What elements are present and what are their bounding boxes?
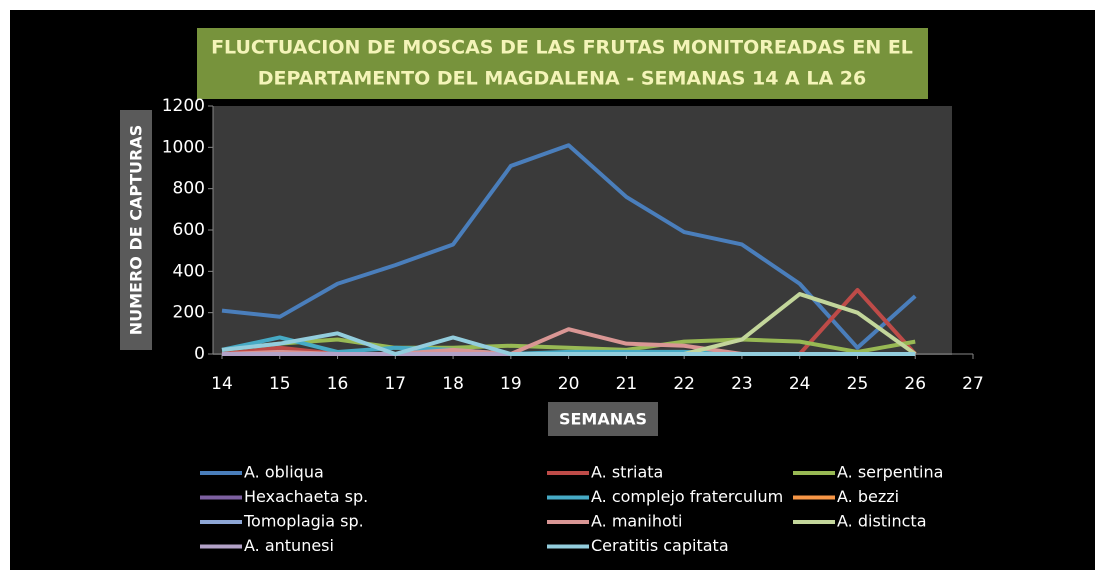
legend-label: A. serpentina <box>837 463 943 482</box>
series-line <box>221 337 916 354</box>
x-tick-label: 27 <box>962 374 984 394</box>
x-tick-label: 20 <box>558 374 580 394</box>
legend-label: A. bezzi <box>837 487 899 506</box>
y-tick-label: 800 <box>173 179 205 199</box>
title-box <box>197 28 928 99</box>
x-tick-label: 19 <box>500 374 522 394</box>
x-axis-label: SEMANAS <box>559 410 647 429</box>
chart-title: DEPARTAMENTO DEL MAGDALENA - SEMANAS 14 … <box>258 68 867 90</box>
y-tick-label: 1200 <box>162 96 205 116</box>
legend-label: A. antunesi <box>244 536 334 555</box>
legend-label: Tomoplagia sp. <box>243 512 364 531</box>
y-tick-label: 400 <box>173 261 205 281</box>
legend-label: A. complejo fraterculum <box>591 487 783 506</box>
x-tick-label: 21 <box>616 374 638 394</box>
x-tick-label: 18 <box>442 374 464 394</box>
y-tick-label: 1000 <box>162 137 205 157</box>
y-tick-label: 200 <box>173 303 205 323</box>
legend-label: A. striata <box>591 463 663 482</box>
y-tick-label: 600 <box>173 220 205 240</box>
y-label-box <box>120 110 152 350</box>
legend-label: A. manihoti <box>591 512 682 531</box>
x-tick-label: 15 <box>269 374 291 394</box>
x-tick-label: 26 <box>904 374 926 394</box>
x-tick-label: 23 <box>731 374 753 394</box>
legend-label: Hexachaeta sp. <box>244 487 368 506</box>
x-tick-label: 22 <box>673 374 695 394</box>
plot-area <box>213 106 952 355</box>
y-tick-label: 0 <box>194 344 205 364</box>
x-tick-label: 25 <box>847 374 869 394</box>
chart-title: FLUCTUACION DE MOSCAS DE LAS FRUTAS MONI… <box>211 37 913 59</box>
x-tick-label: 24 <box>789 374 811 394</box>
y-axis-label: NUMERO DE CAPTURAS <box>127 125 146 336</box>
legend-label: Ceratitis capitata <box>591 536 729 555</box>
x-label-box <box>548 402 658 436</box>
legend-label: A. distincta <box>837 512 927 531</box>
x-tick-label: 14 <box>211 374 233 394</box>
legend-label: A. obliqua <box>244 463 324 482</box>
x-tick-label: 17 <box>384 374 406 394</box>
x-tick-label: 16 <box>327 374 349 394</box>
series-line <box>221 331 916 356</box>
series-line <box>221 143 917 350</box>
